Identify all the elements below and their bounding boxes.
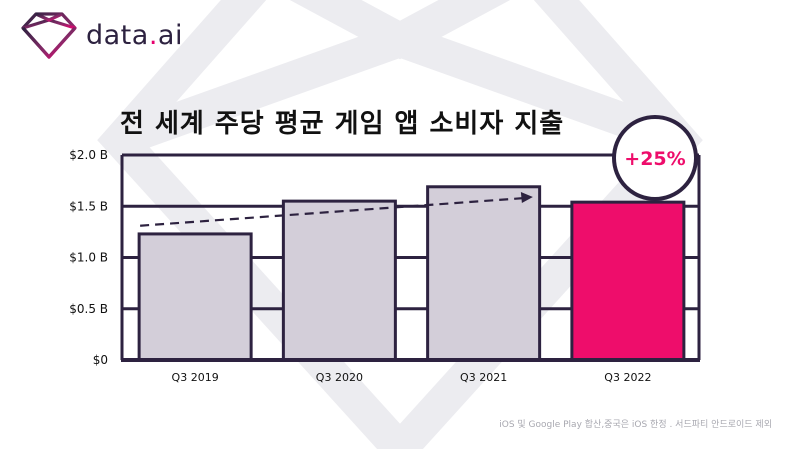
footnote: iOS 및 Google Play 합산,중국은 iOS 한정 . 서드파티 안… — [499, 420, 772, 430]
bar — [570, 200, 686, 362]
bar — [426, 185, 542, 362]
trend-arrow-line — [140, 196, 525, 227]
bar — [137, 232, 253, 362]
x-tick-label: Q3 2021 — [460, 371, 507, 384]
x-tick-label: Q3 2019 — [172, 371, 219, 384]
y-tick-label: $1.0 B — [69, 251, 108, 265]
brand-name: data.ai — [86, 19, 183, 51]
diamond-icon — [21, 12, 77, 59]
growth-label: +25% — [624, 148, 685, 170]
y-tick-label: $2.0 B — [69, 148, 108, 162]
chart-title: 전 세계 주당 평균 게임 앱 소비자 지출 — [120, 109, 565, 139]
growth-badge — [612, 115, 698, 201]
y-tick-label: $0.5 B — [69, 302, 108, 316]
y-tick-label: $0 — [93, 353, 108, 367]
x-tick-label: Q3 2020 — [316, 371, 363, 384]
trend-arrow-head — [520, 192, 533, 204]
bar — [281, 199, 397, 362]
brand-logo: data.ai — [20, 10, 183, 60]
x-tick-label: Q3 2022 — [604, 371, 651, 384]
y-tick-label: $1.5 B — [69, 199, 108, 213]
